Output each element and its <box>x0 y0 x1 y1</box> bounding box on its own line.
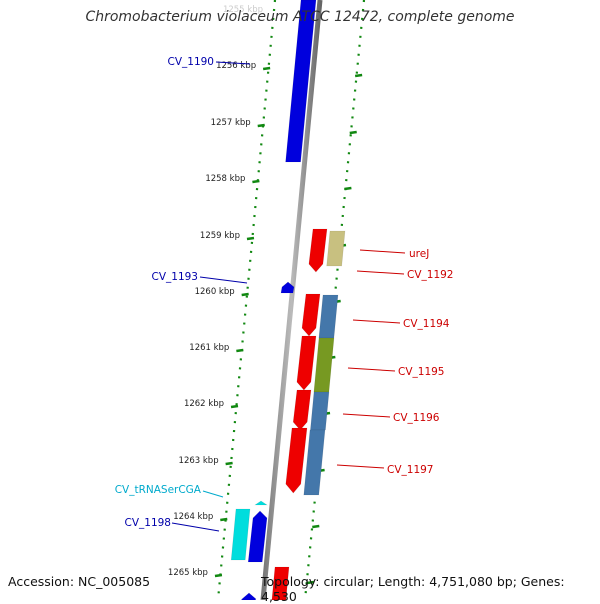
ruler-tick-label: 1263 kbp <box>179 456 219 466</box>
gene-feature-cv-1192[interactable] <box>308 228 328 273</box>
ruler-tick <box>312 524 320 529</box>
ruler-tick-label: 1259 kbp <box>200 231 240 241</box>
gene-feature-cv-1196[interactable] <box>310 391 330 431</box>
ring-guide-line <box>303 0 366 600</box>
ruler-tick <box>257 123 265 128</box>
genome-backbone <box>260 0 323 600</box>
ruler: 1256 kbp 1257 kbp 1258 kbp 1259 kbp 1260 kbp… <box>168 5 363 585</box>
ruler-tick <box>220 517 228 522</box>
gene-feature-cv-trnasercga[interactable] <box>254 500 268 506</box>
ruler-tick <box>241 292 249 297</box>
ruler-tick <box>214 573 223 578</box>
ruler-tick <box>262 66 271 71</box>
ring-guides <box>216 0 366 600</box>
gene-label-cv-1194[interactable]: CV_1194 <box>403 318 450 330</box>
gene-feature-cut-off-red[interactable] <box>271 566 290 600</box>
gene-feature-cv-1193[interactable] <box>280 281 295 294</box>
gene-label-cv-1196[interactable]: CV_1196 <box>393 412 440 424</box>
gene-feature-cv-1195[interactable] <box>313 337 335 393</box>
ruler-tick-label: 1258 kbp <box>205 174 245 184</box>
gene-feature-cut-off-blue[interactable] <box>240 592 257 600</box>
ruler-tick <box>225 461 233 466</box>
ruler-tick <box>246 236 255 241</box>
map-title: Chromobacterium violaceum ATCC 12472, co… <box>85 9 515 25</box>
ruler-tick-label: 1264 kbp <box>173 512 213 522</box>
gene-feature-urej[interactable] <box>326 230 346 267</box>
gene-feature-cv-1194[interactable] <box>318 294 339 339</box>
gene-label-cv-1197[interactable]: CV_1197 <box>387 464 434 476</box>
gene-label-cv-trnasercga[interactable]: CV_tRNASerCGA <box>115 484 202 496</box>
gene-feature-cv-1192c[interactable] <box>292 389 312 431</box>
ruler-tick <box>236 348 244 353</box>
gene-label-leader <box>347 367 396 372</box>
ring-guide-line <box>216 0 277 600</box>
ruler-tick-label: 1257 kbp <box>211 118 251 128</box>
gene-label-cv-1195[interactable]: CV_1195 <box>398 366 445 378</box>
ruler-tick-label: 1260 kbp <box>195 287 235 297</box>
accession-text: Accession: NC_005085 <box>8 574 151 589</box>
gene-label-leader <box>215 61 251 65</box>
ruler-tick <box>344 186 352 191</box>
gene-labels: CV_1190 ureJ CV_1192 CV_1193 CV_1194 CV_1195 C… <box>115 56 454 532</box>
gene-label-cv-1193[interactable]: CV_1193 <box>152 271 199 283</box>
gene-feature-cv-trnasercga-block[interactable] <box>230 508 251 561</box>
ruler-tick <box>252 179 260 184</box>
ruler-tick <box>306 580 315 585</box>
gene-label-leader <box>359 249 406 254</box>
gene-label-leader <box>342 413 391 418</box>
ruler-tick <box>354 73 363 78</box>
gene-label-leader <box>356 270 405 275</box>
gene-feature-cv-1192a[interactable] <box>301 293 321 337</box>
gene-feature-cv-1192b[interactable] <box>296 335 317 391</box>
gene-label-cv-1190[interactable]: CV_1190 <box>168 56 215 68</box>
gene-label-cv-1192[interactable]: CV_1192 <box>407 269 454 281</box>
gene-label-leader <box>336 464 385 469</box>
gene-feature-cv-1197[interactable] <box>303 429 326 496</box>
gene-label-leader <box>202 490 224 498</box>
ruler-tick <box>349 130 357 135</box>
gene-feature-cv-1190[interactable] <box>285 0 317 163</box>
ruler-tick <box>230 404 239 409</box>
gene-label-leader <box>171 522 220 532</box>
gene-feature-cv-1198[interactable] <box>247 510 268 563</box>
gene-feature-cv-1192d[interactable] <box>285 427 308 494</box>
ruler-tick-label: 1261 kbp <box>189 343 229 353</box>
ruler-tick-label: 1255 kbp <box>223 5 263 15</box>
gene-label-leader <box>199 276 248 284</box>
ruler-tick-label: 1262 kbp <box>184 399 224 409</box>
gene-label-urej[interactable]: ureJ <box>409 248 429 260</box>
gene-label-leader <box>352 319 401 324</box>
gene-track <box>230 0 346 600</box>
ruler-tick-label: 1256 kbp <box>216 61 256 71</box>
gene-label-cv-1198[interactable]: CV_1198 <box>125 517 172 529</box>
ruler-tick-label: 1265 kbp <box>168 568 208 578</box>
